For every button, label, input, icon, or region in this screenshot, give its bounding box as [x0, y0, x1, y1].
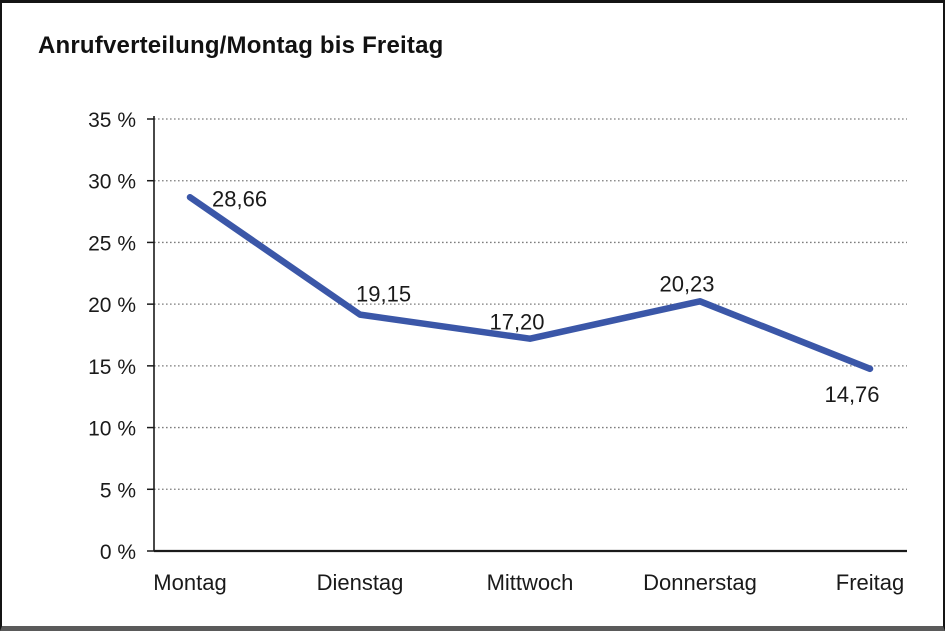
x-category-label: Donnerstag [643, 570, 757, 595]
x-category-label: Freitag [836, 570, 904, 595]
x-category-label: Dienstag [317, 570, 404, 595]
y-tick-label: 10 % [88, 418, 136, 441]
data-point-label: 14,76 [824, 382, 879, 407]
y-tick-label: 0 % [100, 541, 136, 564]
y-tick-label: 35 % [88, 109, 136, 132]
y-tick-label: 20 % [88, 294, 136, 317]
x-category-label: Mittwoch [487, 570, 574, 595]
y-tick-label: 25 % [88, 232, 136, 255]
data-series-line [186, 194, 874, 373]
data-point-label: 17,20 [489, 310, 544, 335]
y-tick-label: 15 % [88, 356, 136, 379]
y-tick-label: 5 % [100, 479, 136, 502]
x-category-label: Montag [153, 570, 226, 595]
y-tick-label: 30 % [88, 171, 136, 194]
chart-title: Anrufverteilung/Montag bis Freitag [38, 32, 444, 59]
data-point-label: 28,66 [212, 186, 267, 211]
data-point-label: 19,15 [356, 282, 411, 307]
line-chart: 0 % 5 % 10 % 15 % 20 % 25 % 30 % 35 % 28,66 Monta… [88, 109, 907, 595]
data-point-label: 20,23 [659, 271, 714, 296]
